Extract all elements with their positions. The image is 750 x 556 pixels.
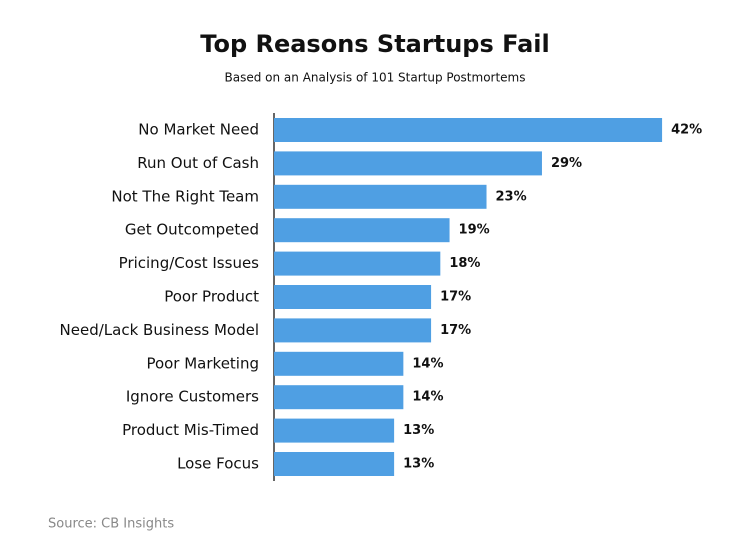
category-label: No Market Need (138, 121, 259, 139)
bar (274, 151, 542, 176)
value-label: 19% (459, 223, 490, 238)
source-note: Source: CB Insights (48, 517, 174, 532)
value-label: 13% (403, 423, 434, 438)
chart-subtitle: Based on an Analysis of 101 Startup Post… (225, 71, 526, 85)
category-label: Need/Lack Business Model (60, 321, 259, 339)
value-label: 17% (440, 290, 471, 305)
category-label: Run Out of Cash (137, 154, 259, 172)
bar (274, 251, 441, 276)
value-label: 14% (412, 356, 443, 371)
value-label: 17% (440, 323, 471, 338)
value-label: 13% (403, 457, 434, 472)
bar (274, 351, 404, 376)
value-label: 18% (449, 256, 480, 271)
category-label: Product Mis-Timed (122, 421, 259, 439)
category-label: Ignore Customers (126, 388, 259, 406)
category-label: Not The Right Team (111, 187, 259, 205)
category-label: Pricing/Cost Issues (119, 254, 260, 272)
category-label: Lose Focus (177, 455, 259, 473)
value-label: 42% (671, 123, 702, 138)
value-label: 14% (412, 390, 443, 405)
value-label: 29% (551, 156, 582, 171)
bar (274, 218, 450, 243)
value-label: 23% (496, 189, 527, 204)
chart-title: Top Reasons Startups Fail (200, 30, 549, 58)
bar (274, 285, 432, 309)
bar (274, 385, 404, 410)
bar (274, 184, 487, 209)
bar (274, 418, 395, 443)
category-label: Get Outcompeted (125, 221, 259, 239)
bar (274, 452, 395, 476)
bar (274, 318, 432, 343)
category-label: Poor Marketing (146, 354, 259, 372)
category-label: Poor Product (164, 288, 259, 306)
bar (274, 118, 663, 142)
